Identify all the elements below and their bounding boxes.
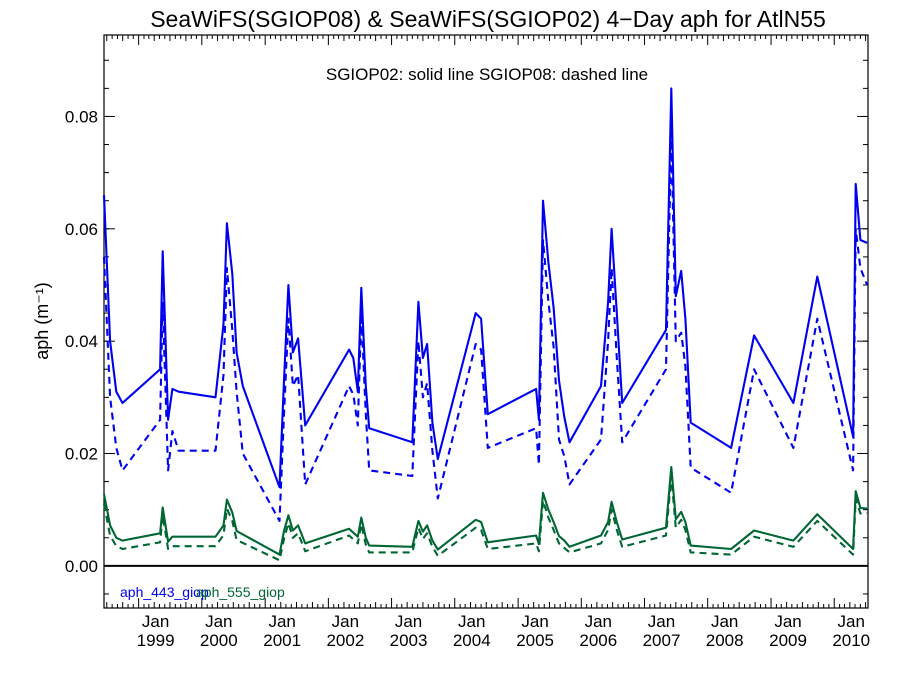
x-axis: Jan1999Jan2000Jan2001Jan2002Jan2003Jan20… bbox=[106, 35, 870, 650]
x-tick-month-label: Jan bbox=[838, 612, 865, 631]
x-tick-year-label: 2000 bbox=[200, 631, 238, 650]
x-tick-month-label: Jan bbox=[205, 612, 232, 631]
x-tick-month-label: Jan bbox=[142, 612, 169, 631]
y-axis-label: aph (m⁻¹) bbox=[32, 282, 52, 360]
x-tick-month-label: Jan bbox=[711, 612, 738, 631]
series-layer bbox=[102, 87, 869, 562]
x-tick-month-label: Jan bbox=[268, 612, 295, 631]
line-style-annotation: SGIOP02: solid line SGIOP08: dashed line bbox=[326, 65, 648, 84]
x-tick-year-label: 2007 bbox=[643, 631, 681, 650]
y-tick-label: 0.06 bbox=[65, 220, 98, 239]
x-tick-year-label: 2003 bbox=[390, 631, 428, 650]
legend-label: aph_443_giop bbox=[120, 584, 209, 600]
series-line-aph-443-giop-dashed bbox=[102, 132, 869, 522]
x-tick-year-label: 2001 bbox=[263, 631, 301, 650]
x-tick-year-label: 2006 bbox=[579, 631, 617, 650]
y-tick-label: 0.02 bbox=[65, 445, 98, 464]
x-tick-year-label: 2002 bbox=[326, 631, 364, 650]
x-tick-year-label: 2010 bbox=[832, 631, 870, 650]
y-tick-label: 0.04 bbox=[65, 332, 98, 351]
x-tick-month-label: Jan bbox=[458, 612, 485, 631]
x-tick-year-label: 1999 bbox=[137, 631, 175, 650]
x-tick-year-label: 2009 bbox=[769, 631, 807, 650]
y-axis: 0.00 0.02 0.04 0.06 0.08 bbox=[65, 59, 868, 595]
x-tick-year-label: 2008 bbox=[706, 631, 744, 650]
series-line-aph-555-giop-dashed bbox=[102, 474, 868, 562]
x-tick-year-label: 2004 bbox=[453, 631, 491, 650]
x-tick-month-label: Jan bbox=[774, 612, 801, 631]
y-tick-label: 0.08 bbox=[65, 107, 98, 126]
x-tick-month-label: Jan bbox=[585, 612, 612, 631]
y-tick-label: 0.00 bbox=[65, 557, 98, 576]
chart-title: SeaWiFS(SGIOP08) & SeaWiFS(SGIOP02) 4−Da… bbox=[150, 6, 826, 32]
x-tick-month-label: Jan bbox=[648, 612, 675, 631]
x-tick-year-label: 2005 bbox=[516, 631, 554, 650]
legend-label: aph_555_giop bbox=[196, 584, 285, 600]
plot-frame bbox=[103, 34, 869, 609]
x-tick-month-label: Jan bbox=[395, 612, 422, 631]
series-line-aph-555-giop-solid bbox=[102, 465, 868, 556]
series-line-aph-443-giop-solid bbox=[102, 87, 868, 489]
x-tick-month-label: Jan bbox=[521, 612, 548, 631]
x-tick-month-label: Jan bbox=[332, 612, 359, 631]
